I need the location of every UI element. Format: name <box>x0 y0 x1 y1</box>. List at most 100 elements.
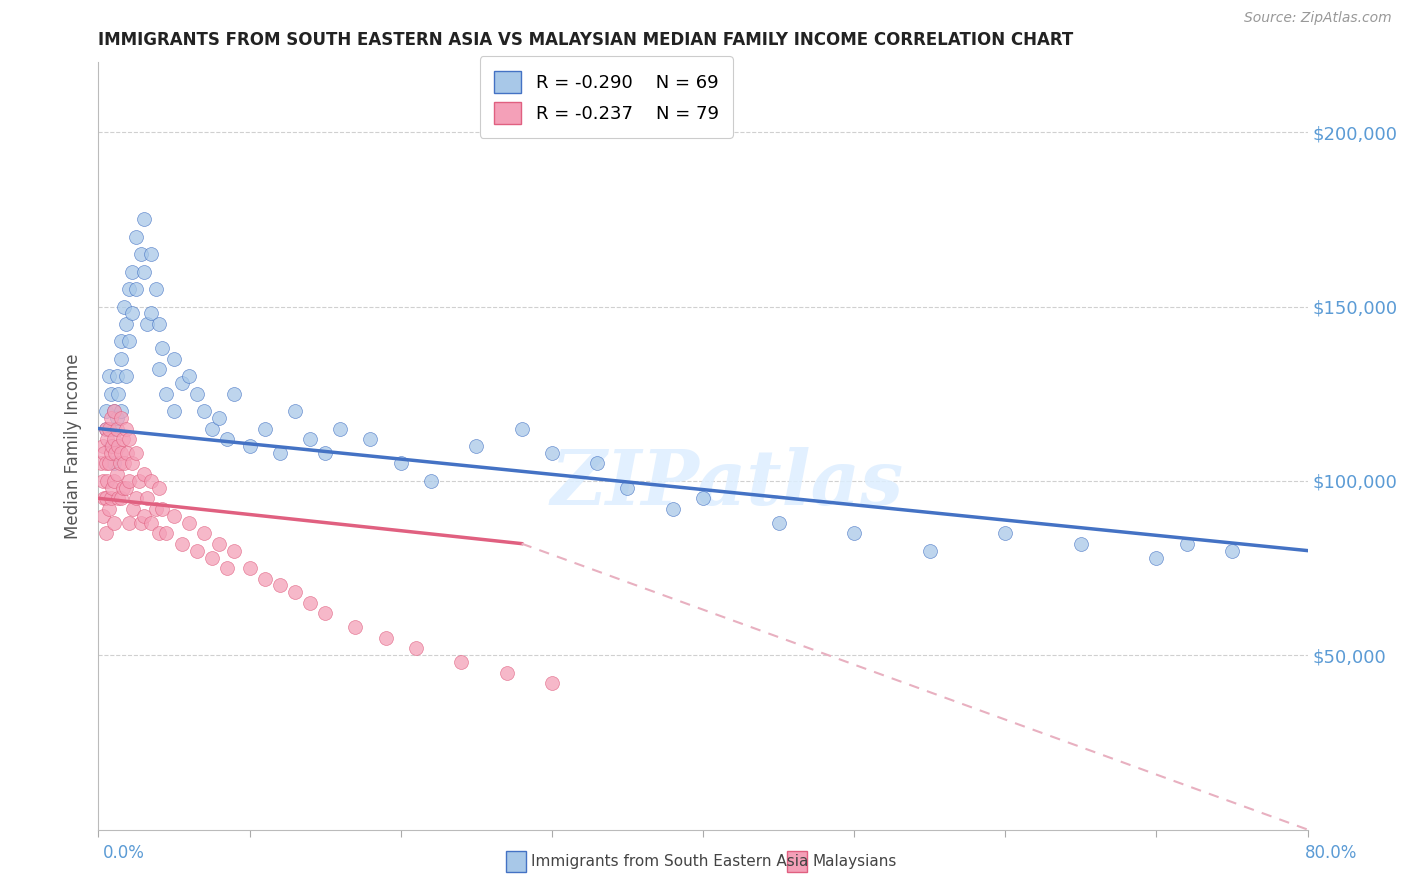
Point <box>103 404 125 418</box>
Point <box>299 596 322 610</box>
Point <box>132 212 155 227</box>
Point <box>103 474 125 488</box>
Point <box>540 676 562 690</box>
Point <box>132 265 155 279</box>
Point <box>150 501 173 516</box>
Point <box>215 561 238 575</box>
Point <box>284 585 307 599</box>
Point <box>692 491 714 506</box>
Point <box>100 439 122 453</box>
Point <box>269 578 291 592</box>
Text: Source: ZipAtlas.com: Source: ZipAtlas.com <box>1244 12 1392 25</box>
Point <box>170 536 193 550</box>
Point <box>465 439 488 453</box>
Point <box>107 491 129 506</box>
Point <box>405 641 427 656</box>
Point <box>148 481 170 495</box>
Point <box>224 386 246 401</box>
Point <box>105 411 128 425</box>
Point <box>253 421 276 435</box>
Point <box>110 334 132 349</box>
Point <box>586 457 609 471</box>
Point <box>115 446 138 460</box>
Point <box>420 474 443 488</box>
Point <box>148 526 170 541</box>
Point <box>132 508 155 523</box>
Point <box>100 446 122 460</box>
Point <box>141 247 163 261</box>
Point <box>141 474 163 488</box>
Legend: R = -0.290    N = 69, R = -0.237    N = 79: R = -0.290 N = 69, R = -0.237 N = 79 <box>479 56 733 138</box>
Point <box>110 351 132 366</box>
Point <box>94 421 117 435</box>
Point <box>314 607 336 621</box>
Text: Immigrants from South Eastern Asia: Immigrants from South Eastern Asia <box>531 855 808 869</box>
Point <box>918 543 941 558</box>
Point <box>114 369 136 384</box>
Point <box>107 439 129 453</box>
Point <box>94 491 117 506</box>
Point <box>129 516 152 530</box>
Point <box>1220 543 1243 558</box>
Point <box>129 247 152 261</box>
Point <box>186 543 208 558</box>
Point <box>118 282 141 296</box>
Point <box>215 432 238 446</box>
Text: ZIPatlas: ZIPatlas <box>551 448 904 521</box>
Point <box>360 432 382 446</box>
Point <box>93 446 115 460</box>
Point <box>616 481 638 495</box>
Point <box>111 432 134 446</box>
Point <box>201 550 224 565</box>
Point <box>844 526 866 541</box>
Point <box>150 342 173 356</box>
Point <box>103 516 125 530</box>
Point <box>105 421 128 435</box>
Point <box>94 404 117 418</box>
Point <box>170 376 193 391</box>
Point <box>510 421 533 435</box>
Point <box>98 421 121 435</box>
Point <box>96 432 118 446</box>
Point <box>100 386 122 401</box>
Point <box>118 474 141 488</box>
Point <box>155 526 177 541</box>
Point <box>193 526 215 541</box>
Point <box>224 543 246 558</box>
Point <box>450 655 472 669</box>
Point <box>94 457 117 471</box>
Point <box>145 282 167 296</box>
Point <box>125 491 148 506</box>
Point <box>163 508 186 523</box>
Point <box>284 404 307 418</box>
Point <box>329 421 352 435</box>
Point <box>112 300 135 314</box>
Point <box>299 432 322 446</box>
Point <box>141 306 163 320</box>
Point <box>145 501 167 516</box>
Point <box>90 457 112 471</box>
Point <box>1070 536 1092 550</box>
Point <box>661 501 683 516</box>
Point <box>179 369 201 384</box>
Point <box>100 411 122 425</box>
Point <box>114 481 136 495</box>
Point <box>91 508 114 523</box>
Point <box>108 457 131 471</box>
Point <box>91 474 114 488</box>
Point <box>103 432 125 446</box>
Point <box>163 351 186 366</box>
Point <box>135 491 157 506</box>
Point <box>110 491 132 506</box>
Point <box>540 446 562 460</box>
Point <box>110 446 132 460</box>
Point <box>96 474 118 488</box>
Point <box>135 317 157 331</box>
Point <box>122 501 145 516</box>
Text: Malaysians: Malaysians <box>813 855 897 869</box>
Point <box>98 457 121 471</box>
Point <box>103 421 125 435</box>
Text: IMMIGRANTS FROM SOUTH EASTERN ASIA VS MALAYSIAN MEDIAN FAMILY INCOME CORRELATION: IMMIGRANTS FROM SOUTH EASTERN ASIA VS MA… <box>98 31 1074 49</box>
Point <box>98 369 121 384</box>
Point <box>101 481 124 495</box>
